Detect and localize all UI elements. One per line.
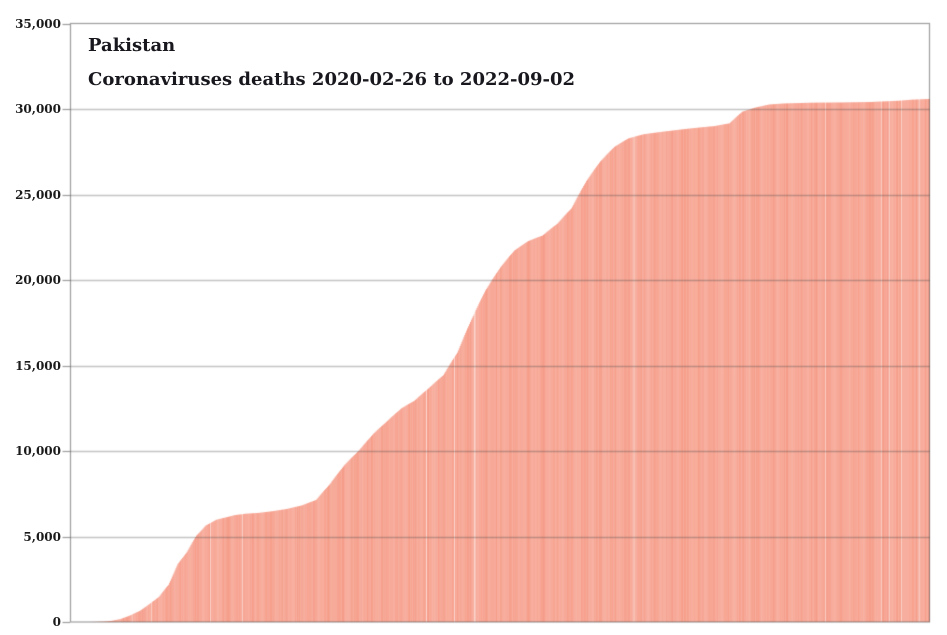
- chart-title-block: Pakistan Coronaviruses deaths 2020-02-26…: [88, 36, 575, 90]
- chart-title-country: Pakistan: [88, 35, 176, 56]
- chart-title-range: Coronaviruses deaths 2020-02-26 to 2022-…: [88, 69, 576, 90]
